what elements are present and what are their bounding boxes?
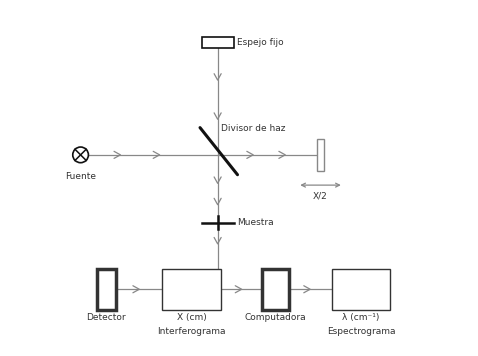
Text: Espectrograma: Espectrograma xyxy=(326,327,395,336)
Bar xyxy=(97,269,116,310)
Bar xyxy=(317,139,324,171)
Bar xyxy=(262,269,289,310)
Circle shape xyxy=(73,147,88,163)
Text: X (cm): X (cm) xyxy=(177,313,206,322)
Text: Muestra: Muestra xyxy=(237,218,274,227)
Text: Espejo fijo: Espejo fijo xyxy=(237,38,284,47)
Text: λ (cm⁻¹): λ (cm⁻¹) xyxy=(342,313,380,322)
Bar xyxy=(332,269,391,310)
Bar xyxy=(202,37,234,48)
Bar xyxy=(163,269,221,310)
Text: Interferograma: Interferograma xyxy=(158,327,226,336)
Text: Computadora: Computadora xyxy=(245,313,306,322)
Text: X/2: X/2 xyxy=(313,192,328,200)
Text: Fuente: Fuente xyxy=(65,172,96,180)
Text: Detector: Detector xyxy=(87,313,126,322)
Text: Divisor de haz: Divisor de haz xyxy=(221,124,286,133)
